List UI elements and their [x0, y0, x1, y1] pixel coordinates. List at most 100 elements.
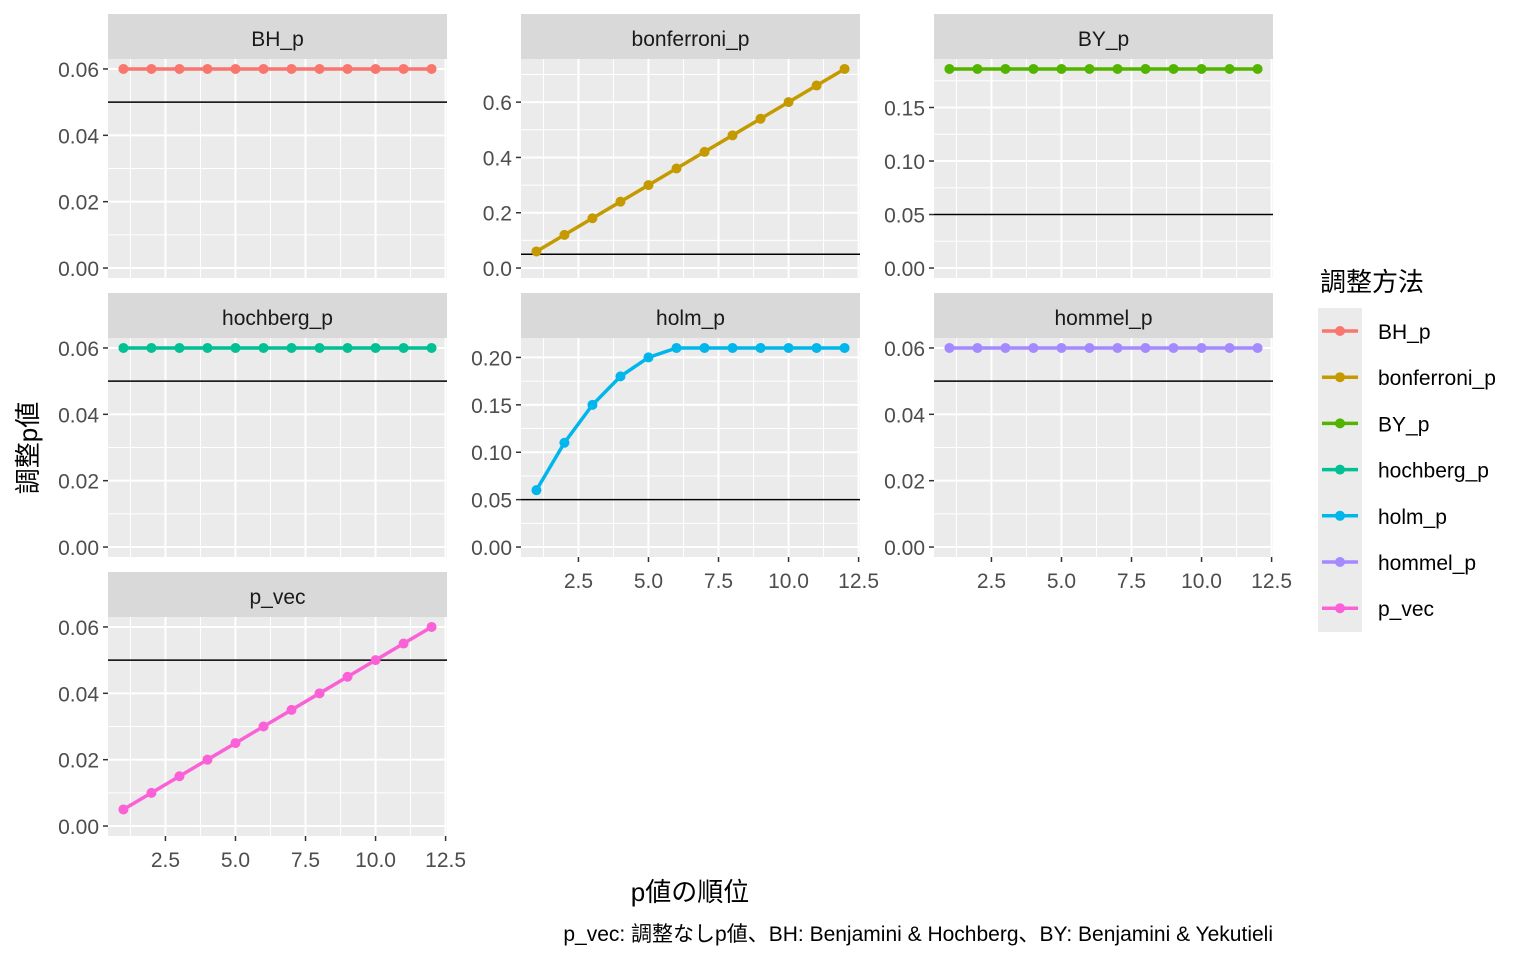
legend-key-point	[1335, 372, 1345, 383]
facet-panel-p_vec: p_vec 0.00 0.02 0.04 0.06 2.5 5.0 7.5 10.0 12.5	[58, 572, 466, 872]
legend-title: 調整方法	[1320, 267, 1424, 297]
legend-item-BH_p: BH_p	[1322, 321, 1431, 344]
data-point	[426, 63, 437, 74]
x-tick-label: 12.5	[838, 570, 879, 593]
facet-strip-label: p_vec	[249, 586, 305, 609]
y-tick-label: 0.00	[471, 537, 512, 560]
x-tick-label: 5.0	[1047, 570, 1076, 593]
data-point	[972, 342, 983, 353]
x-tick-label: 10.0	[768, 570, 809, 593]
y-tick-label: 0.6	[483, 92, 512, 115]
data-point	[839, 342, 850, 353]
y-tick-label: 0.06	[58, 59, 99, 82]
y-tick-label: 0.04	[884, 404, 925, 427]
data-point	[314, 63, 325, 74]
facet-panel-BY_p: BY_p 0.00 0.05 0.10 0.15	[884, 14, 1273, 281]
data-point	[811, 80, 822, 91]
data-point	[699, 342, 710, 353]
x-tick-label: 7.5	[704, 570, 733, 593]
y-axis-title: 調整p値	[13, 402, 43, 494]
data-point	[286, 63, 297, 74]
data-point	[972, 63, 983, 74]
facet-strip	[521, 14, 860, 59]
data-point	[258, 63, 269, 74]
x-tick-label: 7.5	[291, 849, 320, 872]
data-point	[286, 342, 297, 353]
legend: BH_p bonferroni_p BY_p hochberg_p holm_phomm…	[1318, 308, 1496, 632]
x-tick-label: 2.5	[564, 570, 593, 593]
data-point	[314, 342, 325, 353]
data-point	[1000, 63, 1011, 74]
data-point	[1168, 342, 1179, 353]
legend-label: BY_p	[1378, 413, 1429, 436]
x-tick-label: 5.0	[634, 570, 663, 593]
data-point	[174, 342, 185, 353]
data-point	[587, 213, 598, 224]
data-point	[202, 754, 213, 765]
data-point	[342, 342, 353, 353]
data-point	[1252, 342, 1263, 353]
facet-strip	[521, 293, 860, 338]
legend-key-point	[1335, 326, 1345, 336]
data-point	[370, 63, 381, 74]
data-point	[118, 804, 129, 815]
data-point	[531, 246, 542, 257]
data-point	[202, 63, 213, 74]
y-tick-label: 0.00	[884, 537, 925, 560]
data-point	[118, 342, 129, 353]
legend-item-p_vec: p_vec	[1322, 598, 1434, 621]
data-point	[727, 342, 738, 353]
data-point	[398, 342, 409, 353]
data-point	[174, 63, 185, 74]
data-point	[426, 621, 437, 632]
y-tick-label: 0.0	[483, 258, 512, 281]
legend-key-point	[1335, 418, 1345, 429]
data-point	[1084, 342, 1095, 353]
data-point	[643, 352, 654, 363]
data-point	[286, 704, 297, 715]
data-point	[1056, 63, 1067, 74]
y-tick-label: 0.02	[58, 750, 99, 773]
data-point	[230, 738, 241, 749]
data-point	[727, 130, 738, 141]
legend-label: BH_p	[1378, 321, 1431, 344]
facet-strip-label: holm_p	[656, 307, 725, 330]
data-point	[1196, 342, 1207, 353]
panel-background	[521, 338, 860, 557]
data-point	[146, 342, 157, 353]
data-point	[146, 787, 157, 798]
series-line-bonferroni_p	[535, 67, 846, 253]
x-tick-label: 5.0	[221, 849, 250, 872]
y-tick-label: 0.05	[884, 205, 925, 228]
y-tick-label: 0.06	[58, 617, 99, 640]
data-point	[202, 342, 213, 353]
legend-label: hommel_p	[1378, 552, 1476, 575]
data-point	[1028, 63, 1039, 74]
facet-strip-label: BH_p	[251, 28, 304, 51]
x-tick-label: 10.0	[1181, 570, 1222, 593]
facet-strip-label: bonferroni_p	[632, 28, 750, 51]
data-point	[531, 485, 542, 496]
data-point	[944, 342, 955, 353]
x-tick-label: 7.5	[1117, 570, 1146, 593]
y-tick-label: 0.04	[58, 683, 99, 706]
y-tick-label: 0.02	[58, 192, 99, 215]
facet-strip	[108, 293, 447, 338]
legend-item-holm_p: holm_p	[1322, 506, 1447, 529]
data-point	[811, 342, 822, 353]
data-point	[258, 342, 269, 353]
y-tick-label: 0.00	[58, 816, 99, 839]
legend-label: hochberg_p	[1378, 460, 1489, 483]
data-point	[174, 771, 185, 782]
data-point	[342, 63, 353, 74]
data-point	[1000, 342, 1011, 353]
data-point	[783, 342, 794, 353]
facet-panel-BH_p: BH_p 0.00 0.02 0.04 0.06	[58, 14, 447, 281]
facet-panel-bonferroni_p: bonferroni_p 0.0 0.2 0.4 0.6	[483, 14, 860, 281]
facet-strip-label: hochberg_p	[222, 307, 333, 330]
data-point	[671, 163, 682, 174]
data-point	[370, 342, 381, 353]
data-point	[342, 671, 353, 682]
y-tick-label: 0.00	[58, 537, 99, 560]
